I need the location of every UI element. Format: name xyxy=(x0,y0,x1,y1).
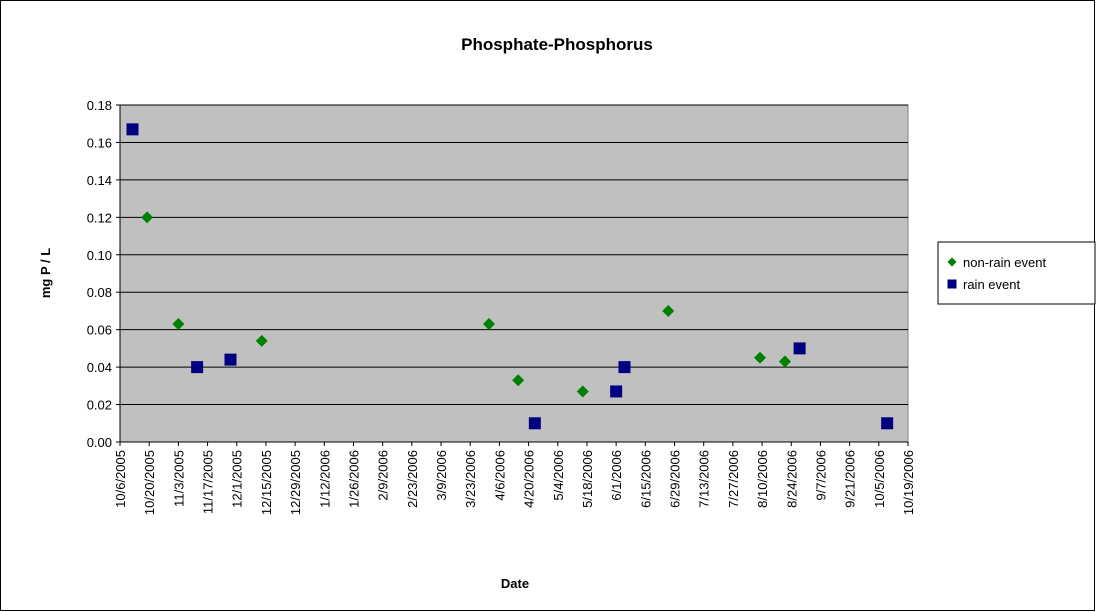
x-tick-label: 6/1/2006 xyxy=(609,450,624,501)
x-tick-label: 12/1/2005 xyxy=(230,450,245,508)
x-tick-label: 3/9/2006 xyxy=(434,450,449,501)
x-tick-label: 8/10/2006 xyxy=(755,450,770,508)
x-tick-label: 1/26/2006 xyxy=(346,450,361,508)
diamond-marker xyxy=(512,374,525,387)
x-tick-label: 11/17/2005 xyxy=(201,450,216,514)
square-marker xyxy=(793,342,806,355)
x-tick-label: 4/6/2006 xyxy=(492,450,507,501)
x-tick-label: 10/6/2005 xyxy=(113,450,128,508)
x-tick-label: 7/13/2006 xyxy=(697,450,712,508)
x-tick-label: 6/29/2006 xyxy=(668,450,683,508)
diamond-marker xyxy=(662,304,675,317)
x-axis-label: Date xyxy=(501,576,529,591)
x-tick-label: 2/9/2006 xyxy=(376,450,391,501)
square-marker xyxy=(224,353,237,366)
y-axis-label: mg P / L xyxy=(38,248,53,298)
y-tick-label: 0.02 xyxy=(87,398,112,413)
x-tick-label: 12/15/2005 xyxy=(259,450,274,515)
diamond-marker xyxy=(947,257,957,267)
diamond-marker xyxy=(255,334,268,347)
x-tick-label: 1/12/2006 xyxy=(317,450,332,508)
x-tick-label: 10/20/2005 xyxy=(142,450,157,515)
diamond-marker xyxy=(482,318,495,331)
legend-label: rain event xyxy=(963,277,1020,292)
x-tick-label: 4/20/2006 xyxy=(522,450,537,508)
x-tick-label: 6/15/2006 xyxy=(638,450,653,508)
y-tick-label: 0.12 xyxy=(87,210,112,225)
diamond-marker xyxy=(779,355,792,368)
x-tick-label: 12/29/2005 xyxy=(288,450,303,515)
square-marker xyxy=(610,385,623,398)
legend-label: non-rain event xyxy=(963,255,1046,270)
diamond-marker xyxy=(172,318,185,331)
square-marker xyxy=(528,417,541,430)
y-tick-label: 0.00 xyxy=(87,435,112,450)
square-marker xyxy=(881,417,894,430)
x-tick-label: 3/23/2006 xyxy=(463,450,478,508)
y-tick-label: 0.10 xyxy=(87,248,112,263)
x-tick-label: 2/23/2006 xyxy=(405,450,420,508)
y-tick-label: 0.14 xyxy=(87,173,112,188)
x-tick-label: 5/18/2006 xyxy=(580,450,595,508)
x-tick-label: 10/19/2006 xyxy=(901,450,916,515)
square-marker xyxy=(618,361,631,374)
x-tick-label: 7/27/2006 xyxy=(726,450,741,508)
y-tick-label: 0.04 xyxy=(87,360,112,375)
x-tick-label: 9/21/2006 xyxy=(843,450,858,508)
y-tick-label: 0.16 xyxy=(87,135,112,150)
x-tick-label: 11/3/2005 xyxy=(171,450,186,507)
x-tick-label: 5/4/2006 xyxy=(551,450,566,501)
x-tick-label: 8/24/2006 xyxy=(784,450,799,508)
x-tick-label: 10/5/2006 xyxy=(872,450,887,508)
plot-area xyxy=(119,104,909,443)
square-marker xyxy=(191,361,204,374)
y-tick-label: 0.18 xyxy=(87,98,112,113)
diamond-marker xyxy=(576,385,589,398)
legend-box xyxy=(937,241,1096,305)
y-tick-label: 0.08 xyxy=(87,285,112,300)
square-marker xyxy=(126,123,139,136)
x-tick-label: 9/7/2006 xyxy=(813,450,828,501)
chart-title: Phosphate-Phosphorus xyxy=(461,35,653,54)
diamond-marker xyxy=(141,211,154,224)
square-marker xyxy=(947,279,957,289)
y-tick-label: 0.06 xyxy=(87,323,112,338)
diamond-marker xyxy=(753,351,766,364)
